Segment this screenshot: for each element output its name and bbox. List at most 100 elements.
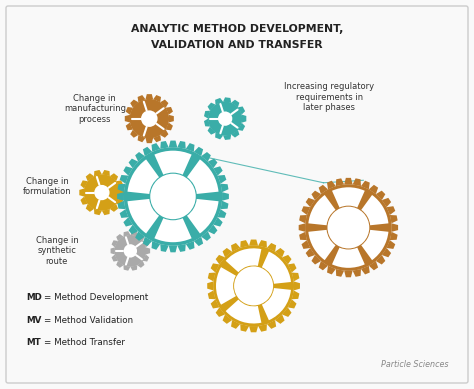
Polygon shape (292, 273, 300, 281)
Polygon shape (267, 243, 276, 252)
Wedge shape (309, 195, 336, 225)
Polygon shape (319, 185, 328, 194)
Polygon shape (299, 223, 305, 232)
Polygon shape (231, 100, 239, 107)
Polygon shape (311, 255, 321, 265)
Polygon shape (240, 324, 249, 332)
FancyBboxPatch shape (6, 6, 468, 383)
Circle shape (94, 185, 109, 200)
Polygon shape (301, 206, 310, 215)
Polygon shape (240, 240, 249, 248)
Polygon shape (130, 130, 138, 138)
Text: MD: MD (158, 187, 188, 205)
Polygon shape (152, 241, 160, 250)
Circle shape (218, 112, 232, 126)
Polygon shape (130, 231, 137, 237)
Polygon shape (177, 141, 186, 149)
Circle shape (124, 147, 222, 246)
Polygon shape (169, 245, 177, 252)
Polygon shape (146, 138, 153, 143)
Polygon shape (204, 111, 210, 119)
Polygon shape (361, 180, 370, 189)
Polygon shape (166, 107, 173, 115)
Text: VALIDATION AND TRANSFER: VALIDATION AND TRANSFER (151, 40, 323, 50)
Polygon shape (208, 225, 218, 234)
Polygon shape (215, 133, 223, 139)
Polygon shape (220, 184, 228, 192)
Polygon shape (116, 234, 123, 241)
Polygon shape (160, 100, 168, 108)
Polygon shape (153, 95, 161, 102)
Polygon shape (222, 192, 229, 201)
Polygon shape (123, 166, 133, 176)
Wedge shape (216, 267, 236, 305)
Text: MV: MV (26, 315, 41, 325)
Wedge shape (262, 288, 291, 320)
Polygon shape (118, 184, 126, 192)
Text: MT: MT (243, 279, 264, 293)
Polygon shape (143, 240, 149, 247)
Polygon shape (81, 196, 88, 205)
Polygon shape (207, 281, 213, 291)
Polygon shape (208, 103, 216, 111)
Polygon shape (143, 147, 152, 156)
Polygon shape (111, 240, 118, 247)
Polygon shape (116, 180, 123, 189)
Polygon shape (223, 248, 232, 258)
Polygon shape (208, 126, 216, 135)
Wedge shape (155, 218, 191, 242)
Polygon shape (299, 232, 307, 240)
Polygon shape (186, 143, 194, 152)
Polygon shape (301, 240, 310, 249)
Polygon shape (79, 189, 84, 196)
Polygon shape (382, 198, 391, 207)
Polygon shape (223, 314, 232, 324)
Polygon shape (282, 307, 292, 317)
Circle shape (141, 110, 157, 127)
Polygon shape (204, 119, 210, 126)
Polygon shape (344, 178, 353, 184)
Polygon shape (137, 135, 146, 142)
Polygon shape (213, 166, 223, 176)
Wedge shape (262, 252, 291, 284)
Wedge shape (361, 195, 388, 225)
Polygon shape (123, 217, 133, 226)
Polygon shape (135, 152, 145, 162)
Polygon shape (387, 206, 395, 215)
Polygon shape (275, 248, 284, 258)
Polygon shape (201, 152, 211, 162)
Polygon shape (299, 215, 307, 223)
Polygon shape (110, 204, 118, 212)
Polygon shape (336, 178, 344, 186)
Polygon shape (166, 123, 173, 130)
Polygon shape (238, 123, 245, 131)
Polygon shape (282, 255, 292, 265)
Text: MV: MV (336, 221, 361, 235)
Polygon shape (143, 254, 149, 261)
Polygon shape (194, 237, 203, 246)
Polygon shape (128, 159, 138, 168)
Text: = Method Development: = Method Development (44, 293, 148, 302)
Polygon shape (223, 135, 231, 140)
Text: Particle Sciences: Particle Sciences (381, 360, 448, 370)
Polygon shape (353, 178, 361, 186)
Wedge shape (332, 247, 365, 268)
Polygon shape (143, 237, 152, 246)
Circle shape (124, 244, 137, 258)
Polygon shape (216, 307, 225, 317)
Polygon shape (94, 209, 102, 215)
Polygon shape (208, 273, 216, 281)
Polygon shape (387, 240, 395, 249)
Polygon shape (118, 201, 126, 209)
Polygon shape (123, 265, 130, 271)
Polygon shape (267, 320, 276, 329)
Polygon shape (306, 248, 315, 257)
Wedge shape (155, 151, 191, 175)
Polygon shape (126, 107, 133, 115)
Polygon shape (169, 115, 174, 123)
Circle shape (234, 266, 273, 305)
Polygon shape (86, 173, 94, 181)
Polygon shape (81, 180, 88, 189)
Polygon shape (376, 255, 385, 265)
Polygon shape (216, 255, 225, 265)
